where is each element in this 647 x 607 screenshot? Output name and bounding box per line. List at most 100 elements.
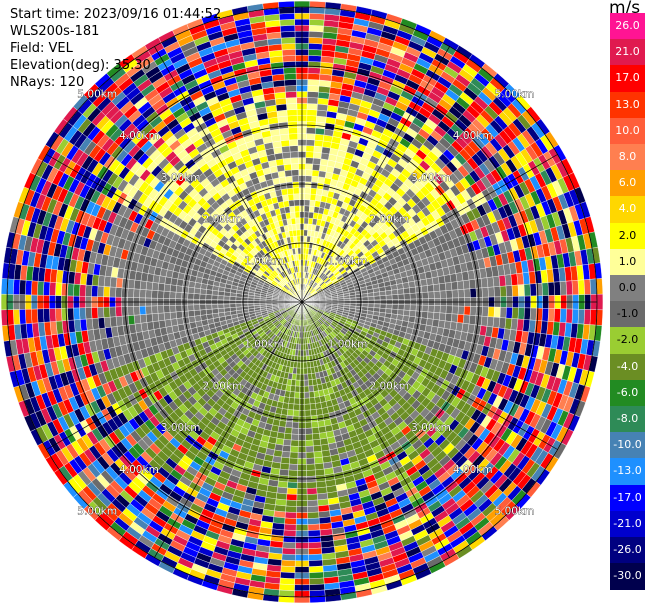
velocity-gate [139, 280, 148, 290]
velocity-gate [307, 85, 320, 93]
velocity-gate [343, 298, 351, 302]
velocity-gate [199, 293, 207, 300]
velocity-gate [337, 298, 345, 302]
velocity-gate [308, 43, 323, 51]
velocity-gate [283, 433, 292, 441]
velocity-gate [307, 379, 314, 387]
velocity-gate [145, 289, 153, 299]
velocity-gate [91, 307, 99, 319]
velocity-gate [313, 444, 322, 453]
velocity-gate [310, 181, 318, 189]
velocity-gate [304, 403, 311, 411]
velocity-gate [313, 450, 323, 459]
velocity-gate [188, 315, 196, 324]
velocity-gate [200, 314, 208, 321]
velocity-gate [373, 291, 381, 297]
velocity-gate [559, 281, 567, 296]
velocity-gate [163, 312, 171, 321]
velocity-gate [163, 305, 171, 314]
velocity-gate [397, 304, 405, 311]
velocity-gate [589, 309, 597, 326]
velocity-gate [571, 308, 579, 324]
velocity-gate [311, 175, 319, 183]
velocity-gate [235, 306, 243, 311]
velocity-gate [316, 109, 328, 118]
velocity-gate [304, 409, 312, 417]
velocity-gate [181, 304, 189, 312]
velocity-gate [309, 589, 326, 597]
velocity-gate [367, 303, 375, 308]
velocity-gate [288, 469, 298, 477]
velocity-gate [303, 217, 309, 225]
velocity-gate [283, 529, 297, 537]
velocity-gate [420, 278, 428, 287]
velocity-gate [19, 309, 27, 325]
velocity-gate [211, 294, 219, 300]
velocity-gate [151, 305, 159, 314]
velocity-gate [280, 571, 296, 579]
velocity-gate [499, 307, 507, 319]
velocity-gate [286, 487, 298, 495]
velocity-gate [309, 7, 326, 15]
velocity-gate [194, 315, 202, 322]
velocity-gate [109, 306, 117, 318]
velocity-gate [127, 315, 136, 325]
velocity-gate [259, 302, 267, 306]
velocity-gate [309, 13, 325, 21]
velocity-gate [469, 306, 477, 316]
velocity-gate [420, 317, 428, 326]
velocity-gate [145, 281, 154, 291]
velocity-gate [311, 421, 319, 429]
velocity-gate [85, 284, 93, 297]
velocity-gate [309, 583, 325, 591]
velocity-gate [303, 349, 307, 357]
velocity-gate [481, 287, 489, 298]
velocity-gate [451, 305, 459, 315]
velocity-gate [541, 282, 549, 296]
velocity-gate [193, 309, 201, 317]
velocity-gate [492, 275, 501, 288]
velocity-gate [397, 293, 405, 300]
velocity-gate [223, 295, 231, 301]
velocity-gate [307, 79, 320, 87]
velocity-gate [25, 308, 33, 324]
velocity-gate [217, 295, 225, 301]
velocity-gate [469, 288, 477, 298]
velocity-gate [306, 103, 318, 111]
velocity-gate [151, 313, 160, 322]
velocity-gate [306, 487, 318, 495]
velocity-gate [293, 403, 300, 411]
velocity-gate [462, 279, 471, 290]
velocity-gate [205, 294, 213, 300]
velocity-gate [292, 415, 300, 423]
velocity-gate [229, 296, 237, 301]
velocity-gate [385, 294, 393, 300]
velocity-gate [133, 279, 142, 290]
velocity-gate [109, 276, 118, 288]
velocity-gate [127, 288, 135, 298]
velocity-gate [305, 169, 313, 177]
velocity-gate [499, 285, 507, 297]
velocity-gate [421, 291, 429, 300]
velocity-gate [308, 541, 322, 549]
velocity-gate [145, 305, 153, 315]
velocity-gate [589, 278, 597, 295]
velocity-gate [133, 314, 142, 325]
velocity-gate [67, 283, 75, 297]
velocity-gate [373, 295, 381, 301]
velocity-gate [315, 480, 327, 489]
velocity-gate [294, 385, 300, 393]
velocity-gate [505, 307, 513, 319]
velocity-gate [445, 290, 453, 299]
velocity-gate [305, 457, 315, 465]
velocity-gate [415, 286, 423, 294]
velocity-gate [31, 308, 39, 324]
velocity-gate [290, 439, 299, 447]
velocity-gate [307, 73, 321, 81]
velocity-gate [314, 396, 321, 404]
velocity-gate [303, 373, 309, 381]
velocity-gate [115, 306, 123, 317]
velocity-gate [289, 457, 299, 465]
velocity-gate [456, 314, 465, 324]
velocity-gate [577, 309, 585, 325]
